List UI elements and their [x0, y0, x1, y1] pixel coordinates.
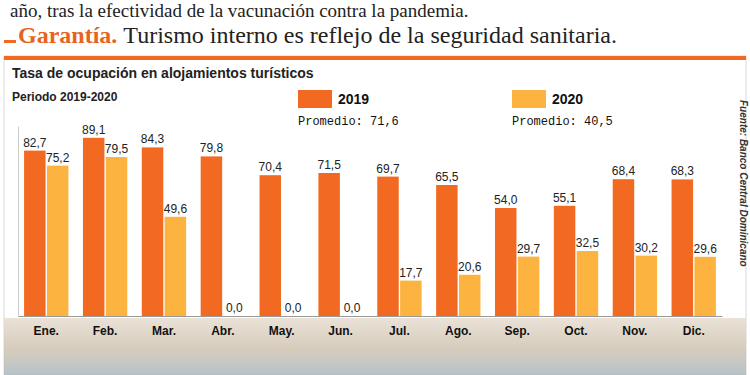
data-label: 68,4	[612, 164, 636, 178]
bar	[694, 257, 715, 316]
data-label: 79,5	[105, 142, 129, 156]
bar	[459, 275, 480, 316]
bar	[518, 257, 539, 316]
x-tick: Abr.	[211, 316, 234, 338]
data-label: 75,2	[46, 151, 70, 165]
x-tick-label: Nov.	[622, 324, 647, 338]
data-label: 84,3	[141, 132, 165, 146]
data-label: 70,4	[259, 160, 283, 174]
data-label: 68,3	[671, 164, 695, 178]
average-note: Promedio: 40,5	[512, 115, 613, 129]
x-axis: Ene. Feb. Mar. Abr. May. Jun. Jul. Ago. Sep. Oct.…	[19, 316, 723, 338]
x-tick: Mar.	[152, 316, 176, 338]
x-tick-label: May.	[269, 324, 295, 338]
x-tick: Oct.	[564, 316, 587, 338]
data-label: 30,2	[635, 241, 659, 255]
bar	[377, 177, 398, 316]
data-label: 55,1	[553, 191, 577, 205]
chart-root: año, tras la efectividad de la vacunació…	[0, 0, 750, 375]
background-photo	[4, 318, 746, 375]
x-tick-label: Ago.	[445, 324, 472, 338]
x-tick-label: Jul.	[389, 324, 410, 338]
x-tick-label: Sep.	[504, 324, 529, 338]
x-tick-label: Mar.	[152, 324, 176, 338]
legend-label: 2020	[552, 91, 583, 107]
bar	[24, 151, 45, 316]
x-tick-label: Ene.	[34, 324, 59, 338]
data-labels: 82,7 89,1 84,3 79,8 70,4 71,5 69,7 65,5 54,0 55,1…	[23, 123, 717, 315]
panel	[4, 56, 746, 375]
x-tick-label: Oct.	[564, 324, 587, 338]
bar	[83, 138, 104, 316]
bar	[554, 206, 575, 316]
chart-title: Tasa de ocupación en alojamientos turíst…	[12, 65, 314, 81]
legend-label: 2019	[338, 91, 369, 107]
data-label: 20,6	[458, 260, 482, 274]
legend: 2019 Promedio: 71,6 2020 Promedio: 40,5	[298, 90, 613, 129]
bar	[495, 208, 516, 316]
data-label: 79,8	[200, 141, 224, 155]
bar	[318, 173, 339, 316]
data-label: 65,5	[435, 170, 459, 184]
headline: Garantía.Turismo interno es reflejo de l…	[18, 22, 617, 48]
data-label: 29,6	[693, 242, 717, 256]
y-axis	[18, 127, 19, 317]
bar	[613, 179, 634, 316]
x-tick: Ene.	[34, 316, 59, 338]
data-label: 0,0	[285, 301, 302, 315]
bar	[400, 281, 421, 316]
x-tick-label: Abr.	[211, 324, 234, 338]
data-label: 0,0	[344, 301, 361, 315]
bar	[165, 217, 186, 316]
bar	[142, 147, 163, 316]
bar	[341, 316, 362, 317]
x-axis-line	[19, 316, 723, 317]
headline-text: Turismo interno es reflejo de la segurid…	[123, 22, 617, 48]
panel-rule	[4, 56, 746, 60]
lead-text: año, tras la efectividad de la vacunació…	[10, 0, 468, 21]
x-tick-label: Feb.	[93, 324, 118, 338]
bar	[436, 185, 457, 316]
x-tick: Jul.	[389, 316, 410, 338]
bar	[636, 256, 657, 316]
bar	[282, 316, 303, 317]
bar	[672, 179, 693, 316]
x-tick-label: Dic.	[683, 324, 705, 338]
bar	[201, 156, 222, 316]
x-tick: Nov.	[622, 316, 647, 338]
kicker: Garantía.	[18, 22, 117, 48]
kicker-rule	[4, 40, 16, 43]
data-label: 89,1	[82, 123, 106, 137]
y-axis-line	[18, 127, 19, 317]
legend-swatch	[512, 90, 546, 108]
data-label: 54,0	[494, 193, 518, 207]
x-tick: May.	[269, 316, 295, 338]
bar	[260, 175, 281, 316]
average-note: Promedio: 71,6	[298, 115, 399, 129]
chart-subtitle: Periodo 2019-2020	[12, 90, 118, 104]
x-tick-label: Jun.	[328, 324, 353, 338]
source: Fuente: Banco Central Dominicano	[738, 100, 749, 267]
data-label: 29,7	[517, 242, 541, 256]
data-label: 32,5	[576, 236, 600, 250]
x-tick: Ago.	[445, 316, 472, 338]
legend-swatch	[298, 90, 332, 108]
data-label: 0,0	[226, 301, 243, 315]
bar	[577, 251, 598, 316]
data-label: 69,7	[376, 162, 400, 176]
x-tick: Jun.	[328, 316, 353, 338]
x-tick: Feb.	[93, 316, 118, 338]
data-label: 71,5	[317, 158, 341, 172]
data-label: 49,6	[164, 202, 188, 216]
data-label: 17,7	[399, 266, 423, 280]
data-label: 82,7	[23, 136, 47, 150]
bar	[224, 316, 245, 317]
bar	[47, 166, 68, 316]
x-tick: Sep.	[504, 316, 529, 338]
bar	[106, 157, 127, 316]
x-tick: Dic.	[683, 316, 705, 338]
bars	[24, 138, 716, 316]
